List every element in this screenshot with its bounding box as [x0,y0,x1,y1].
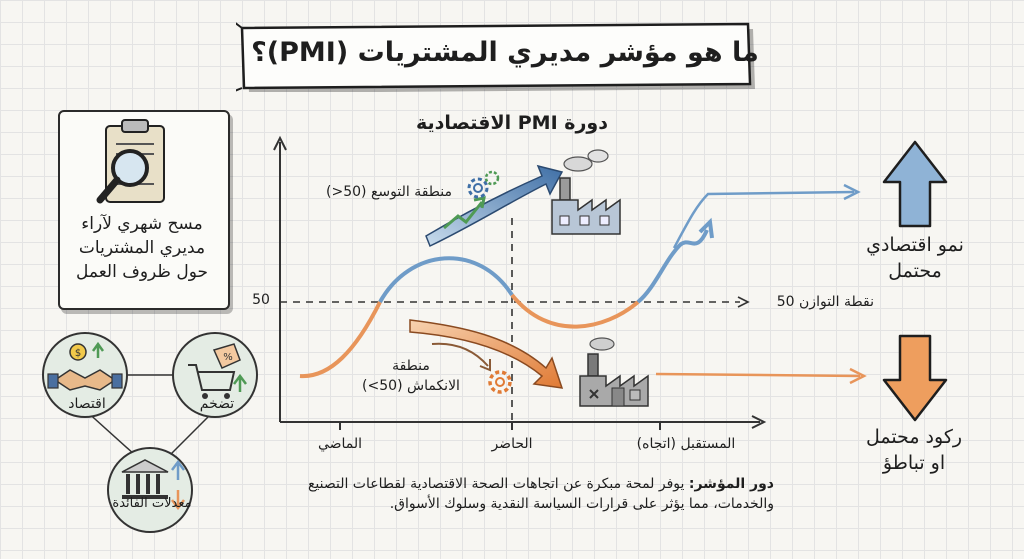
factor-economy-label: اقتصاد [52,396,122,412]
recession-outcome-label: ركود محتمل او تباطؤ [844,424,984,476]
x-label-future: المستقبل (اتجاه) [610,436,762,452]
y-tick-50: 50 [246,292,276,308]
footer-note: دور المؤشر: يوفر لمحة مبكرة عن اتجاهات ا… [296,474,774,514]
pmi-curve-orange-dip [512,295,638,327]
growth-up-arrow-icon [880,138,950,230]
expansion-zone-label: منطقة التوسع (50<) [302,184,452,200]
survey-line-3: حول ظروف العمل [64,260,220,284]
bank-arrows-icon [108,448,192,532]
growth-label-1: نمو اقتصادي [852,232,978,258]
footer-label: دور المؤشر: [689,476,774,492]
pmi-curve-blue-hump [380,258,512,302]
clipboard-magnifier-icon [86,118,186,210]
factor-interest-label: معدلات الفائدة [102,496,202,511]
survey-line-1: مسح شهري لآراء [64,212,220,236]
pmi-curve-blue-rise [638,230,707,302]
x-label-present: الحاضر [470,436,554,452]
contraction-zone-label: منطقة الانكماش (50>) [356,356,466,396]
gears-icon [469,172,498,197]
survey-card-text: مسح شهري لآراء مديري المشتريات حول ظروف … [64,212,220,284]
factor-inflation-label: تضخم [182,396,252,412]
svg-text:$: $ [75,348,81,359]
page-title: ما هو مؤشر مديري المشتريات (PMI)؟ [290,30,720,74]
recession-down-arrow-icon [880,332,950,424]
future-contraction-path [656,374,860,376]
gear-icon [490,372,510,392]
expansion-arrow [426,166,562,246]
survey-line-2: مديري المشتريات [64,236,220,260]
equilibrium-label: نقطة التوازن 50 [756,294,874,310]
recession-label-2: او تباطؤ [844,450,984,476]
svg-text:%: % [223,352,233,363]
factory-closed-icon [580,338,648,406]
x-label-past: الماضي [298,436,382,452]
factory-growth-icon [552,150,620,234]
growth-label-2: محتمل [852,258,978,284]
contraction-label-2: الانكماش (50>) [356,376,466,396]
growth-outcome-label: نمو اقتصادي محتمل [852,232,978,284]
recession-label-1: ركود محتمل [844,424,984,450]
contraction-label-1: منطقة [356,356,466,376]
